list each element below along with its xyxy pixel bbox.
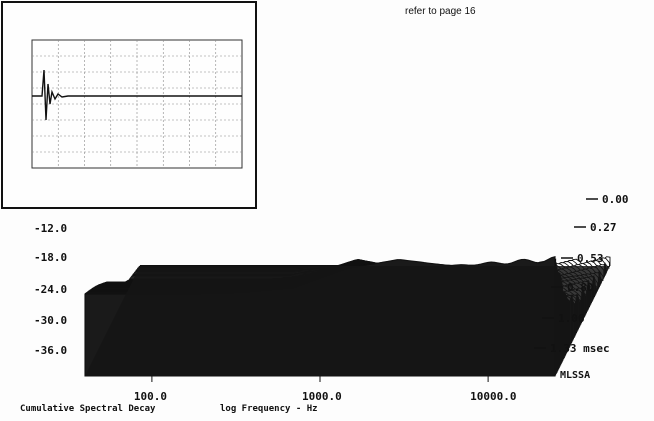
y-tick-label: -24.0 (34, 283, 67, 296)
header-note: refer to page 16 (405, 6, 476, 17)
x-tick-label: 10000.0 (470, 390, 516, 403)
time-tick-label: 1.06 (558, 312, 585, 325)
time-tick-label: 1.33 msec (550, 342, 610, 355)
x-axis-label: log Frequency - Hz (220, 404, 318, 414)
inset-impulse-trace (32, 69, 242, 121)
y-tick-label: -36.0 (34, 344, 67, 357)
y-tick-label: -18.0 (34, 251, 67, 264)
impulse-inset (1, 1, 257, 209)
x-tick-label: 1000.0 (302, 390, 342, 403)
y-tick-label: -30.0 (34, 314, 67, 327)
axes: 100.0 1000.0 10000.0 -12.0 -18.0 -24.0 -30.0 -3… (34, 193, 629, 403)
time-tick-label: 0.53 (577, 252, 604, 265)
noise-floor (85, 266, 610, 376)
software-label: MLSSA (560, 370, 590, 381)
noise-floor-band (85, 266, 610, 376)
x-tick-label: 100.0 (134, 390, 167, 403)
time-tick-label: 0.80 (567, 281, 594, 294)
y-tick-label: -12.0 (34, 222, 67, 235)
time-tick-label: 0.27 (590, 221, 617, 234)
inset-frame (1, 1, 257, 209)
chart-title: Cumulative Spectral Decay (20, 403, 156, 414)
time-tick-label: 0.00 (602, 193, 629, 206)
